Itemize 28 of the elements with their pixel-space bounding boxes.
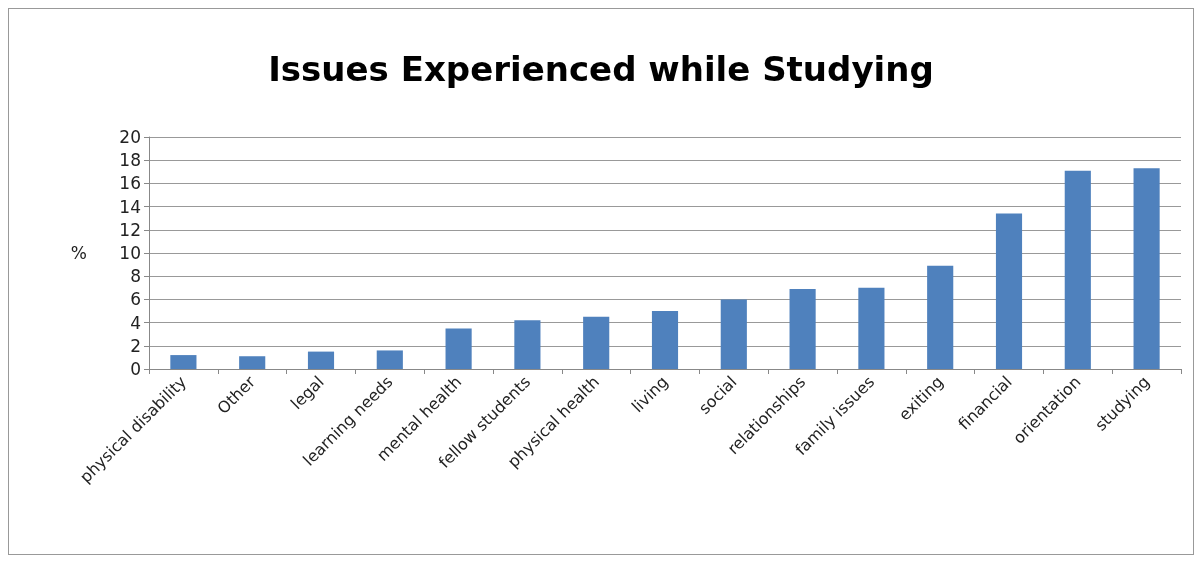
y-tick-label: 16 bbox=[119, 173, 141, 194]
y-tick-label: 8 bbox=[130, 266, 141, 287]
bar bbox=[1133, 168, 1160, 369]
bar bbox=[858, 287, 885, 369]
bar bbox=[376, 350, 403, 369]
y-tick-label: 0 bbox=[130, 359, 141, 379]
bar bbox=[445, 328, 472, 369]
y-tick-label: 20 bbox=[119, 127, 141, 147]
y-axis-title: % bbox=[70, 243, 87, 263]
bar bbox=[170, 355, 197, 369]
bar bbox=[789, 288, 816, 369]
y-tick-label: 10 bbox=[119, 243, 141, 263]
chart-title: Issues Experienced while Studying bbox=[268, 49, 934, 89]
bar bbox=[307, 351, 335, 369]
bar bbox=[1064, 170, 1091, 369]
bar bbox=[514, 320, 541, 369]
y-tick-label: 12 bbox=[119, 219, 141, 240]
y-tick-label: 4 bbox=[130, 312, 141, 333]
bar bbox=[239, 356, 266, 369]
y-tick-label: 14 bbox=[119, 196, 141, 217]
bar bbox=[651, 311, 679, 369]
y-tick-label: 18 bbox=[119, 150, 141, 171]
bar bbox=[995, 213, 1023, 369]
bar bbox=[720, 299, 747, 369]
y-tick-label: 2 bbox=[130, 335, 141, 356]
y-tick-label: 6 bbox=[130, 289, 141, 310]
bar bbox=[583, 316, 610, 369]
bar bbox=[927, 265, 954, 369]
